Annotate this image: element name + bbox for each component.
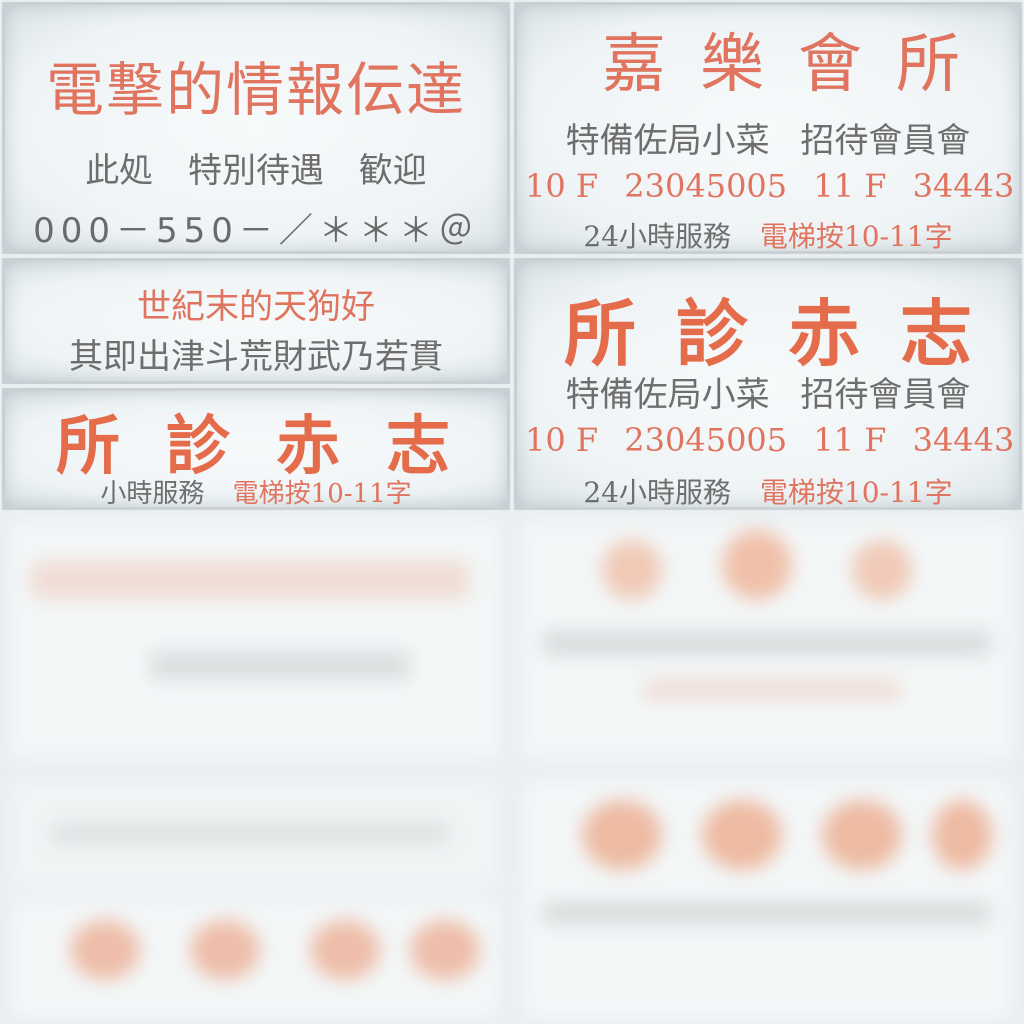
sign-text: 34443 [912,421,1015,459]
blurred-sign [10,900,500,1018]
sign-text: 電梯按10-11字 [759,220,953,253]
sign-line: 世紀末的天狗好 [137,287,375,327]
sign-text: 特備佐局小菜 [565,375,770,415]
sign-line: 其即出津斗荒財武乃若貫 [69,337,443,377]
sign-bottom-line: 小時服務 電梯按10-11字 [5,473,507,509]
sign-century: 世紀末的天狗好 其即出津斗荒財武乃若貫 [2,258,510,384]
sign-title: 電撃的情報伝達 [45,56,466,124]
sign-club: 嘉樂會所 特備佐局小菜 招待會員會 10 F 23045005 11 F 344… [514,2,1022,254]
sign-clinic-large: 所診赤志 特備佐局小菜 招待會員會 10 F 23045005 11 F 344… [514,258,1022,510]
sign-title: 嘉樂會所 [602,28,994,102]
sign-text: 招待會員會 [800,375,971,415]
sign-text: 10 F [525,167,599,205]
sign-text: 特備佐局小菜 [565,121,770,161]
sign-bottom-line: 24小時服務 電梯按10-11字 [517,215,1019,253]
sign-phone-line: 10 F 23045005 11 F 34443 [517,421,1019,459]
sign-text: 11 F [813,421,887,459]
sign-text: 23045005 [624,167,788,205]
sign-subline: 此処 特別待遇 歓迎 [5,143,507,192]
sign-text: 23045005 [624,421,788,459]
sign-text: 11 F [813,167,887,205]
sign-clinic-small: 所診赤志 小時服務 電梯按10-11字 [2,388,510,510]
sign-text: 24小時服務 [583,476,731,509]
sign-phone-line: 10 F 23045005 11 F 34443 [517,167,1019,205]
sign-information-transfer: 電撃的情報伝達 此処 特別待遇 歓迎 000－550－／＊＊＊＠ [2,2,510,254]
sign-text: 34443 [912,167,1015,205]
sign-text: 小時服務 [100,479,205,509]
sign-phone: 000－550－／＊＊＊＠ [33,211,479,251]
sign-bottom-line: 24小時服務 電梯按10-11字 [517,471,1019,509]
sign-services: 特備佐局小菜 招待會員會 [517,367,1019,416]
sign-text: 電梯按10-11字 [232,479,412,509]
sign-title: 所診赤志 [563,291,1012,376]
sign-text: 歓迎 [358,151,427,191]
sign-text: 招待會員會 [800,121,971,161]
sign-text: 電梯按10-11字 [759,476,953,509]
sign-services: 特備佐局小菜 招待會員會 [517,113,1019,162]
blurred-sign [522,520,1012,760]
blurred-sign [10,520,500,760]
sign-text: 特別待遇 [188,151,324,191]
blurred-sign [10,780,500,890]
sign-title: 所診赤志 [56,409,496,484]
sign-text: 此処 [85,151,154,191]
sign-text: 10 F [525,421,599,459]
sign-text: 24小時服務 [583,220,731,253]
blurred-sign [522,780,1012,1020]
